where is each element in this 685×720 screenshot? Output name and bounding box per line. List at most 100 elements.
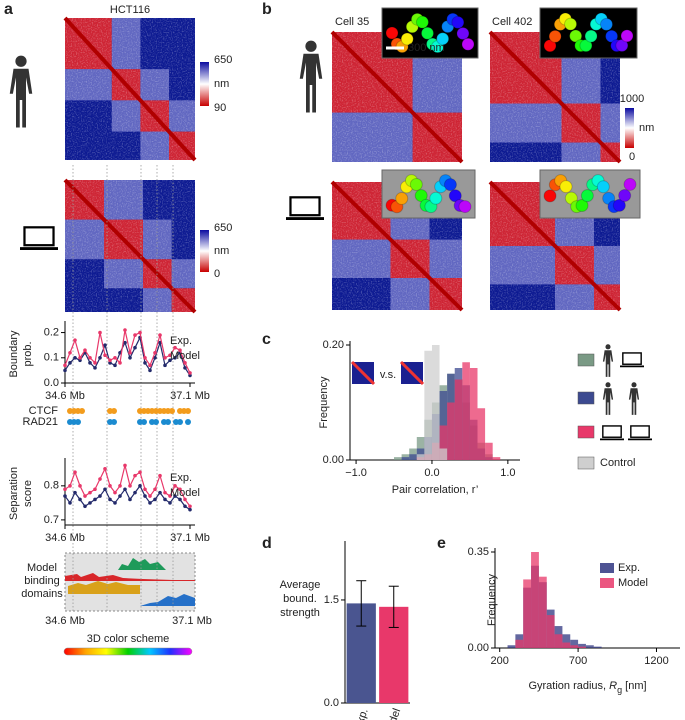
hist-bar <box>570 639 579 648</box>
y-tick-label: 0.0 <box>324 697 339 709</box>
data-point <box>73 470 77 475</box>
x-tick-label: 1200 <box>644 655 668 667</box>
y-tick-label: 0.00 <box>323 454 344 466</box>
data-point <box>98 494 102 498</box>
hist-bar <box>394 457 402 460</box>
hist-bar <box>531 552 539 648</box>
data-point <box>108 484 112 488</box>
bead <box>451 15 465 29</box>
data-point <box>143 487 147 492</box>
x-axis-label-part: g <box>617 685 622 695</box>
data-point <box>188 371 192 375</box>
heatmap-diagonal <box>63 16 197 162</box>
y-tick-label: 0.0 <box>44 377 59 389</box>
bead <box>575 198 589 212</box>
x-tick-label: Exp. <box>352 707 371 720</box>
human-icon <box>628 382 640 415</box>
hist-bar <box>439 448 448 460</box>
hist-bar <box>593 646 602 648</box>
data-point <box>133 333 137 337</box>
x-axis-label-part: [nm] <box>622 680 646 692</box>
data-point <box>168 494 172 498</box>
data-point <box>78 497 82 502</box>
bead <box>580 189 594 203</box>
data-point <box>153 497 157 502</box>
data-point <box>118 494 122 498</box>
colorbar-unit: nm <box>214 78 229 90</box>
data-point <box>183 504 187 509</box>
heatmap-diagonal <box>488 30 622 164</box>
data-point <box>173 355 177 360</box>
domain-label: domains <box>21 588 63 600</box>
data-point <box>133 490 137 495</box>
data-point <box>68 501 72 505</box>
hist-bar <box>562 634 571 648</box>
data-point <box>68 350 72 355</box>
y-axis-label: Separation <box>8 467 20 520</box>
data-point <box>103 467 107 471</box>
panel-b: b Cell 35 Cell 402 1000 nm 0 <box>262 1 654 220</box>
panel-label: e <box>437 535 446 552</box>
bead <box>443 178 457 192</box>
y-axis-label: Average <box>280 579 321 591</box>
domain-track <box>140 594 195 606</box>
laptop-icon <box>628 425 652 441</box>
hist-bar <box>507 645 516 648</box>
panel-label: b <box>262 1 272 18</box>
domain-label: Model <box>27 562 57 574</box>
site-dot <box>165 419 171 425</box>
data-point <box>73 490 77 495</box>
colorbar-unit: nm <box>639 122 654 134</box>
data-point <box>128 355 132 360</box>
bead <box>414 189 428 203</box>
y-tick-label: 0.2 <box>44 326 59 338</box>
y-tick-label: 0.8 <box>44 480 59 492</box>
site-dot <box>141 419 147 425</box>
data-point <box>108 497 112 502</box>
y-axis-label: prob. <box>22 341 34 366</box>
data-point <box>83 504 87 509</box>
legend-swatch <box>577 353 595 367</box>
data-point <box>183 361 187 365</box>
inset-diagonal <box>399 360 425 386</box>
bead <box>618 188 632 202</box>
x-axis-label-part: Gyration radius, <box>528 680 609 692</box>
data-point <box>133 345 137 350</box>
colorbar <box>200 230 209 272</box>
panel-title: HCT116 <box>110 4 150 16</box>
data-point <box>113 490 117 495</box>
y-tick-label: 0.1 <box>44 352 59 364</box>
data-point <box>78 358 82 363</box>
bead <box>456 26 470 40</box>
data-point <box>108 358 112 363</box>
panel-label: a <box>4 1 13 18</box>
site-dot <box>185 419 191 425</box>
legend-label: Exp. <box>170 472 192 484</box>
domain-track <box>68 581 140 594</box>
y-tick-label: 0.7 <box>44 514 59 526</box>
hist-bar <box>424 350 432 460</box>
hist-bar <box>585 645 594 648</box>
colorbar-min: 0 <box>214 268 220 280</box>
bead <box>400 32 414 46</box>
data-point <box>128 497 132 502</box>
legend-label: Control <box>600 457 635 469</box>
data-point <box>158 473 162 478</box>
x-tick-label: 200 <box>491 655 509 667</box>
y-axis-label: Frequency <box>486 574 498 626</box>
laptop-icon <box>20 226 58 250</box>
data-point <box>183 366 187 370</box>
data-point <box>163 363 167 368</box>
x-axis-label-part: R <box>609 680 617 692</box>
hist-bar <box>515 639 524 648</box>
x-tick-label: Model <box>382 707 404 720</box>
hist-bar <box>477 408 486 460</box>
panel-label: c <box>262 331 271 348</box>
bead <box>599 17 613 31</box>
hist-bar <box>492 457 501 460</box>
domain-track <box>118 558 166 570</box>
data-point <box>68 484 72 488</box>
human-icon <box>299 40 323 113</box>
x-tick-label: −1.0 <box>345 467 367 479</box>
data-point <box>173 345 177 350</box>
